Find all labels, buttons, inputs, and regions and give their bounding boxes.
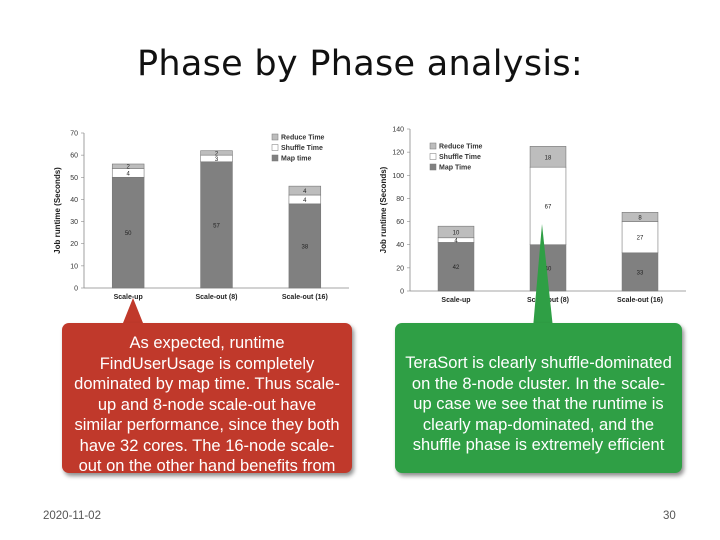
legend-swatch: [429, 153, 437, 160]
data-label: 50: [125, 231, 132, 237]
terasort-explanation-callout: TeraSort is clearly shuffle-dominated on…: [395, 323, 682, 473]
x-tick-label: Scale-up: [441, 297, 470, 304]
data-label: 38: [301, 244, 308, 250]
legend-label: Reduce Time: [439, 144, 483, 151]
data-label: 40: [545, 266, 552, 272]
data-label: 2: [126, 165, 130, 171]
x-tick-label: Scale-out (16): [617, 297, 663, 304]
data-label: 10: [453, 230, 460, 236]
y-axis-label: Job runtime (Seconds): [379, 166, 388, 253]
legend-label: Map Time: [439, 165, 471, 172]
left-callout-pointer: [121, 298, 145, 328]
legend-label: Reduce Time: [281, 135, 325, 142]
y-tick-label: 10: [70, 263, 78, 270]
data-label: 27: [637, 236, 644, 242]
data-label: 42: [453, 265, 460, 271]
data-label: 67: [545, 204, 552, 210]
terasort-explanation-text: TeraSort is clearly shuffle-dominated on…: [405, 354, 672, 454]
data-label: 57: [213, 223, 220, 229]
slide-title: Phase by Phase analysis:: [136, 44, 583, 84]
y-tick-label: 80: [396, 196, 404, 203]
x-tick-label: Scale-up: [114, 294, 143, 301]
legend-swatch: [429, 163, 437, 171]
findusage-explanation-callout: As expected, runtime FindUserUsage is co…: [62, 323, 352, 496]
data-label: 33: [637, 270, 644, 276]
legend-label: Shuffle Time: [281, 145, 323, 152]
x-tick-label: Scale-out (16): [282, 294, 328, 301]
legend-swatch: [271, 133, 279, 141]
bar-map-time-scale-out-8: [200, 161, 233, 289]
data-label: 4: [303, 198, 307, 204]
bar-reduce-time-scale-out-16: [288, 185, 322, 196]
y-tick-label: 70: [70, 131, 78, 138]
y-tick-label: 60: [70, 153, 78, 160]
y-tick-label: 120: [392, 150, 404, 157]
y-tick-label: 30: [70, 219, 78, 226]
data-label: 3: [215, 157, 219, 163]
data-label: 4: [454, 239, 458, 245]
slide-number: 30: [663, 510, 676, 522]
legend-label: Shuffle Time: [439, 154, 481, 161]
x-tick-label: Scale-out (8): [195, 294, 237, 301]
y-tick-label: 0: [400, 289, 404, 296]
data-label: 18: [545, 155, 552, 161]
y-tick-label: 40: [396, 242, 404, 249]
right-callout-pointer: [533, 224, 553, 328]
data-label: 4: [303, 189, 307, 195]
bar-map-time-scale-out-16: [621, 252, 659, 292]
slide-date: 2020-11-02: [43, 510, 101, 522]
legend-label: Map time: [281, 156, 311, 163]
y-tick-label: 20: [396, 265, 404, 272]
y-tick-label: 60: [396, 219, 404, 226]
bar-reduce-time-scale-out-16: [621, 212, 659, 222]
findusage-runtime-chart: 0 10 20 30 40 50 60 70 Job runtime (Seconds) 50 4 2…: [44, 118, 364, 308]
bar-shuffle-time-scale-out-8: [529, 166, 567, 246]
data-label: 4: [126, 171, 130, 177]
legend-swatch: [271, 144, 279, 151]
bar-reduce-time-scale-out-8: [200, 150, 233, 156]
bar-map-time-scale-up: [437, 242, 475, 292]
y-tick-label: 40: [70, 197, 78, 204]
bar-reduce-time-scale-up: [437, 225, 475, 239]
data-label: 8: [638, 215, 642, 221]
legend-swatch: [271, 154, 279, 162]
y-tick-label: 50: [70, 175, 78, 182]
legend-swatch: [429, 142, 437, 150]
y-tick-label: 140: [392, 127, 404, 134]
y-axis-label: Job runtime (Seconds): [53, 167, 62, 254]
data-label: 2: [215, 151, 219, 157]
y-tick-label: 0: [74, 286, 78, 293]
bar-map-time-scale-out-16: [288, 203, 322, 289]
y-tick-label: 20: [70, 241, 78, 248]
bar-reduce-time-scale-up: [111, 163, 145, 169]
bar-shuffle-time-scale-out-16: [621, 221, 659, 254]
y-tick-label: 100: [392, 173, 404, 180]
bar-reduce-time-scale-out-8: [529, 146, 567, 168]
findusage-explanation-text: As expected, runtime FindUserUsage is co…: [74, 334, 340, 496]
